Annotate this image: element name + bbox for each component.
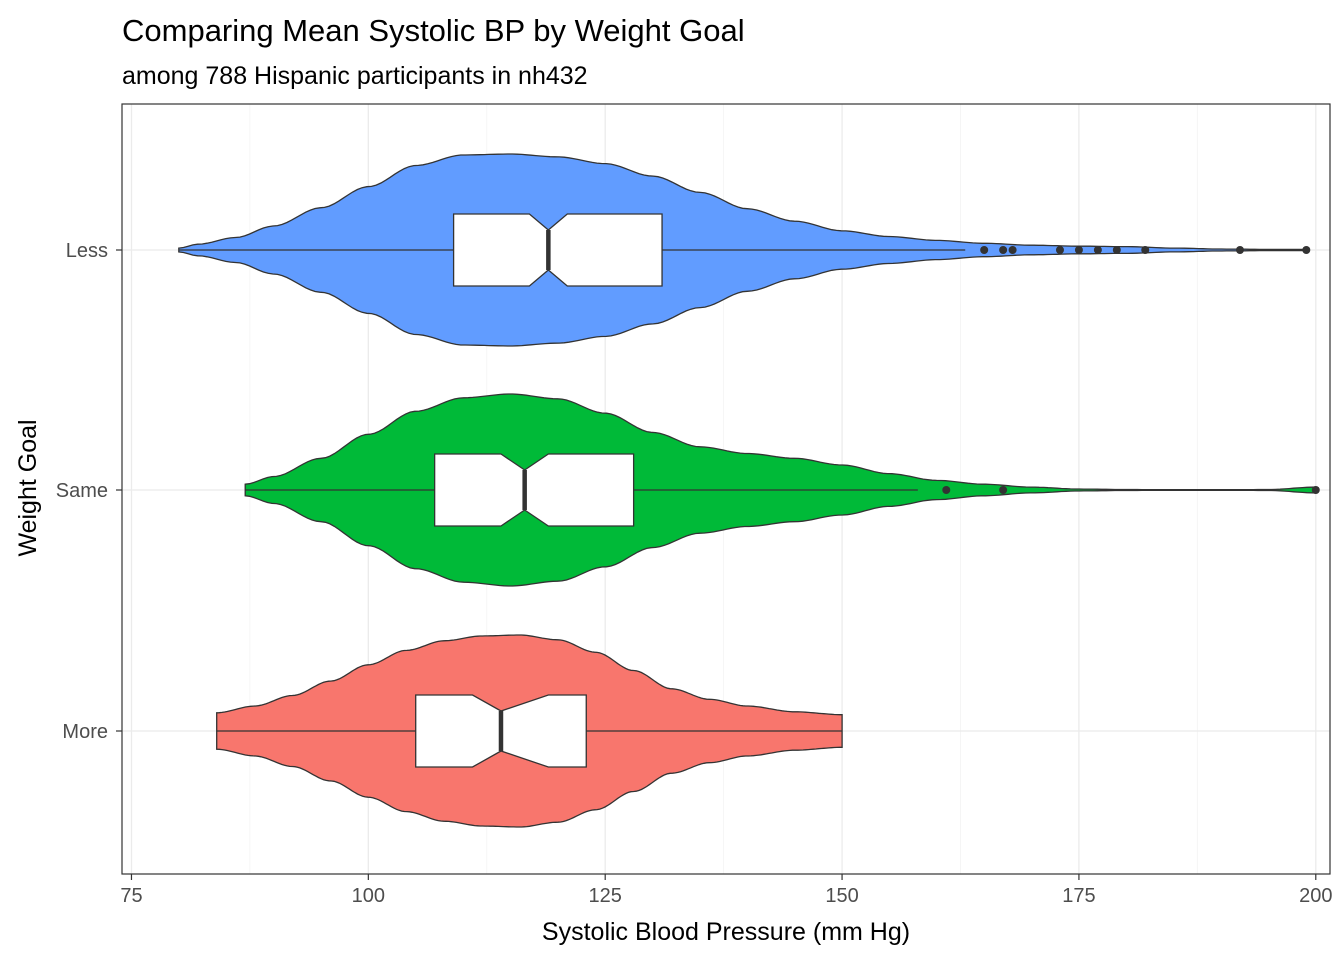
x-tick-label: 75 (120, 885, 142, 907)
y-tick-label-same: Same (56, 480, 108, 502)
y-axis-ticks: Less Same More (56, 240, 122, 743)
box-same (434, 453, 635, 527)
outlier-point-less (999, 246, 1008, 254)
outlier-point-less (1074, 246, 1083, 254)
outlier-points (942, 246, 1320, 494)
outlier-point-less (1302, 246, 1311, 254)
outlier-point-less (980, 246, 989, 254)
outlier-point-same (942, 486, 951, 494)
chart-subtitle: among 788 Hispanic participants in nh432 (122, 62, 588, 90)
x-tick-label: 125 (589, 885, 622, 907)
y-tick-label-more: More (62, 721, 108, 743)
outlier-point-same (1311, 486, 1320, 494)
x-tick-label: 100 (352, 885, 385, 907)
box-less (452, 213, 663, 287)
outlier-point-less (1008, 246, 1017, 254)
outlier-point-same (999, 486, 1008, 494)
y-tick-label-less: Less (66, 240, 108, 262)
outlier-point-less (1112, 246, 1121, 254)
outlier-point-less (1235, 246, 1244, 254)
x-axis-ticks: 75 100 125 150 175 200 (120, 874, 1332, 907)
outlier-point-less (1055, 246, 1064, 254)
outlier-point-less (1141, 246, 1150, 254)
x-tick-label: 150 (825, 885, 858, 907)
chart-title: Comparing Mean Systolic BP by Weight Goa… (122, 13, 745, 48)
x-tick-label: 175 (1062, 885, 1095, 907)
x-tick-label: 200 (1299, 885, 1332, 907)
outlier-point-less (1093, 246, 1102, 254)
y-axis-title: Weight Goal (14, 419, 42, 556)
boxplots (178, 213, 966, 768)
panel-border (121, 103, 1331, 875)
x-axis-title: Systolic Blood Pressure (mm Hg) (542, 918, 910, 946)
